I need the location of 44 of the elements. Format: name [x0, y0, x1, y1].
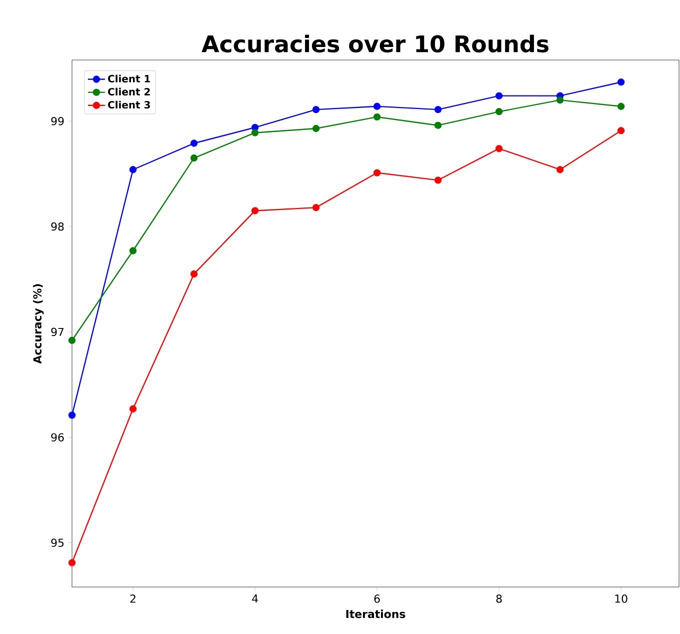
x-tick-label: 2 — [130, 594, 136, 603]
legend-label: Client 1 — [108, 74, 150, 82]
point — [190, 270, 198, 278]
point — [556, 96, 564, 104]
point — [373, 113, 381, 121]
point — [495, 144, 503, 152]
x-tick-label: 6 — [374, 594, 380, 603]
point — [495, 92, 503, 100]
point — [129, 247, 137, 254]
legend-label: Client 3 — [108, 100, 150, 109]
point — [617, 78, 625, 86]
point — [251, 129, 259, 136]
point — [312, 106, 320, 114]
y-tick-label: 97 — [51, 328, 64, 336]
point — [190, 140, 198, 147]
y-axis-title: Accuracy (%) — [33, 284, 44, 364]
x-tick-label: 4 — [252, 594, 258, 603]
x-tick-label: 10 — [615, 594, 628, 603]
y-tick-label: 95 — [51, 538, 64, 547]
point — [373, 102, 381, 110]
x-tick-label: 8 — [496, 594, 502, 603]
point — [617, 102, 625, 110]
point — [68, 559, 76, 566]
point — [617, 127, 625, 134]
point — [68, 336, 76, 344]
point — [129, 166, 137, 174]
point — [434, 176, 442, 184]
point — [373, 169, 381, 176]
point — [129, 405, 137, 412]
point — [312, 124, 320, 132]
y-tick-label: 98 — [51, 222, 64, 231]
point — [434, 122, 442, 129]
legend-label: Client 2 — [108, 88, 150, 96]
x-axis-title: Iterations — [346, 610, 406, 618]
y-tick-label: 99 — [51, 116, 64, 126]
point — [556, 166, 564, 174]
point — [190, 154, 198, 162]
chart-title: Accuracies over 10 Rounds — [202, 34, 548, 53]
point — [312, 204, 320, 212]
y-tick-label: 96 — [51, 433, 64, 442]
point — [434, 106, 442, 114]
point — [495, 108, 503, 116]
point — [251, 207, 259, 214]
point — [68, 412, 76, 419]
